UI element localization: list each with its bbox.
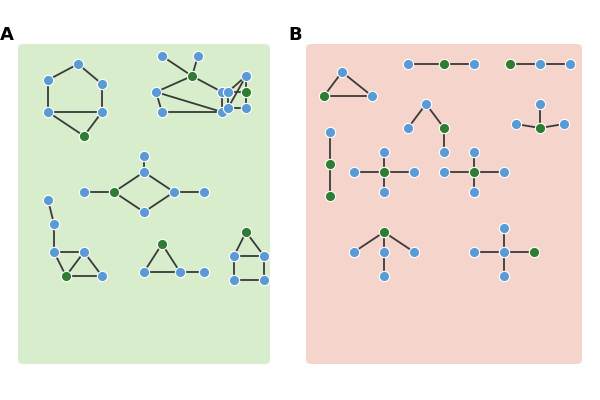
Point (565, 61, 575, 67)
Point (439, 125, 449, 131)
Point (229, 253, 239, 259)
Point (169, 189, 179, 195)
Point (499, 169, 509, 175)
Point (469, 61, 479, 67)
Text: A: A (0, 26, 14, 44)
Point (499, 225, 509, 231)
Point (499, 249, 509, 255)
Point (79, 249, 89, 255)
Point (199, 269, 209, 275)
Point (469, 169, 479, 175)
Point (469, 249, 479, 255)
Point (469, 189, 479, 195)
Point (193, 53, 203, 59)
Point (187, 73, 197, 79)
Point (223, 89, 233, 95)
Point (403, 61, 413, 67)
Point (61, 273, 71, 279)
Point (157, 53, 167, 59)
Point (157, 241, 167, 247)
Point (139, 209, 149, 215)
Point (139, 153, 149, 159)
Point (97, 109, 107, 115)
Point (43, 109, 53, 115)
Point (403, 125, 413, 131)
Point (535, 125, 545, 131)
Point (139, 269, 149, 275)
Point (379, 149, 389, 155)
Point (469, 149, 479, 155)
Point (241, 73, 251, 79)
Point (325, 161, 335, 167)
Point (535, 101, 545, 107)
FancyBboxPatch shape (18, 44, 270, 364)
FancyBboxPatch shape (306, 44, 582, 364)
Point (49, 249, 59, 255)
Point (109, 189, 119, 195)
Point (325, 129, 335, 135)
Point (511, 121, 521, 127)
Point (559, 121, 569, 127)
Point (223, 105, 233, 111)
Point (139, 169, 149, 175)
Point (505, 61, 515, 67)
Point (439, 169, 449, 175)
Point (409, 249, 419, 255)
Point (43, 197, 53, 203)
Point (379, 273, 389, 279)
Text: B: B (288, 26, 302, 44)
Point (199, 189, 209, 195)
Point (43, 77, 53, 83)
Point (97, 81, 107, 87)
Point (157, 109, 167, 115)
Point (217, 109, 227, 115)
Point (79, 133, 89, 139)
Point (379, 169, 389, 175)
Point (421, 101, 431, 107)
Point (241, 105, 251, 111)
Point (529, 249, 539, 255)
Point (499, 273, 509, 279)
Point (379, 189, 389, 195)
Point (241, 89, 251, 95)
Point (175, 269, 185, 275)
Point (349, 249, 359, 255)
Point (337, 69, 347, 75)
Point (49, 221, 59, 227)
Point (349, 169, 359, 175)
Point (535, 61, 545, 67)
Point (259, 277, 269, 283)
Point (97, 273, 107, 279)
Point (151, 89, 161, 95)
Point (379, 229, 389, 235)
Point (319, 93, 329, 99)
Point (241, 229, 251, 235)
Point (379, 249, 389, 255)
Point (73, 61, 83, 67)
Point (325, 193, 335, 199)
Point (217, 89, 227, 95)
Point (229, 277, 239, 283)
Point (439, 61, 449, 67)
Point (79, 189, 89, 195)
Point (409, 169, 419, 175)
Point (439, 149, 449, 155)
Point (367, 93, 377, 99)
Point (259, 253, 269, 259)
